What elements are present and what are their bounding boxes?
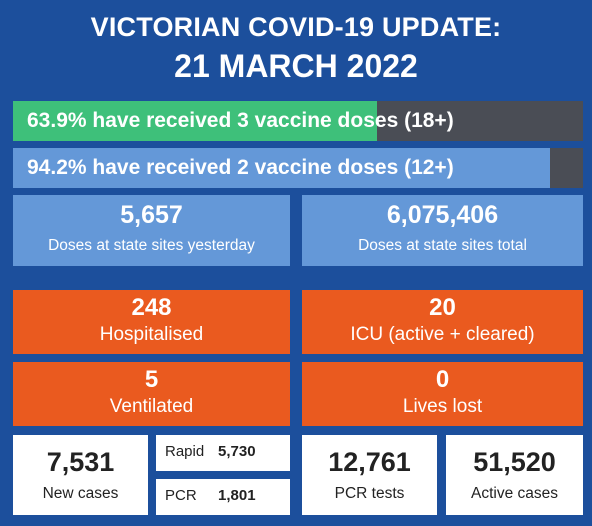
vaccine-2-doses-text: 94.2% have received 2 vaccine doses (12+… xyxy=(27,156,454,179)
active-cases-label: Active cases xyxy=(470,485,558,502)
lives-lost-label: Lives lost xyxy=(402,396,483,417)
doses-total-label: Doses at state sites total xyxy=(358,237,527,254)
title-line-1: VICTORIAN COVID-19 UPDATE: xyxy=(90,12,502,42)
new-cases-tile: 7,531 New cases xyxy=(13,435,148,515)
ventilated-tile: 5 Ventilated xyxy=(13,362,290,426)
doses-yesterday-value: 5,657 xyxy=(120,201,183,229)
ventilated-value: 5 xyxy=(144,366,159,393)
new-cases-label: New cases xyxy=(42,485,119,502)
pcr-tests-tile: 12,761 PCR tests xyxy=(302,435,437,515)
vaccine-3-doses-fill xyxy=(13,101,378,141)
doses-yesterday-label: Doses at state sites yesterday xyxy=(48,237,255,254)
pcr-value: 1,801 xyxy=(218,487,256,504)
active-cases-value: 51,520 xyxy=(473,447,556,477)
lives-lost-tile: 0 Lives lost xyxy=(302,362,583,426)
vaccine-2-doses-bar: 94.2% have received 2 vaccine doses (12+… xyxy=(13,148,583,188)
icu-value: 20 xyxy=(429,294,456,321)
rapid-tests-tile: Rapid 5,730 xyxy=(156,435,290,471)
pcr-tests-value: 12,761 xyxy=(328,447,411,477)
active-cases-tile: 51,520 Active cases xyxy=(446,435,583,515)
vaccine-2-doses-fill xyxy=(13,148,550,188)
doses-total-value: 6,075,406 xyxy=(386,201,499,229)
doses-total-tile: 6,075,406 Doses at state sites total xyxy=(302,195,583,266)
hospitalised-label: Hospitalised xyxy=(99,324,204,345)
icu-tile: 20 ICU (active + cleared) xyxy=(302,290,583,354)
icu-label: ICU (active + cleared) xyxy=(350,324,535,345)
rapid-value: 5,730 xyxy=(218,443,256,460)
hospitalised-tile: 248 Hospitalised xyxy=(13,290,290,354)
doses-yesterday-tile: 5,657 Doses at state sites yesterday xyxy=(13,195,290,266)
vaccine-3-doses-text: 63.9% have received 3 vaccine doses (18+… xyxy=(27,109,454,132)
pcr-cases-tile: PCR 1,801 xyxy=(156,479,290,515)
new-cases-value: 7,531 xyxy=(46,447,115,477)
rapid-label: Rapid xyxy=(165,443,205,460)
vaccine-3-doses-bar: 63.9% have received 3 vaccine doses (18+… xyxy=(13,101,583,141)
pcr-tests-label: PCR tests xyxy=(334,485,405,502)
pcr-label: PCR xyxy=(165,487,197,504)
title-date: 21 MARCH 2022 xyxy=(174,48,418,84)
hospitalised-value: 248 xyxy=(131,294,172,321)
ventilated-label: Ventilated xyxy=(109,396,194,417)
lives-lost-value: 0 xyxy=(435,366,450,393)
